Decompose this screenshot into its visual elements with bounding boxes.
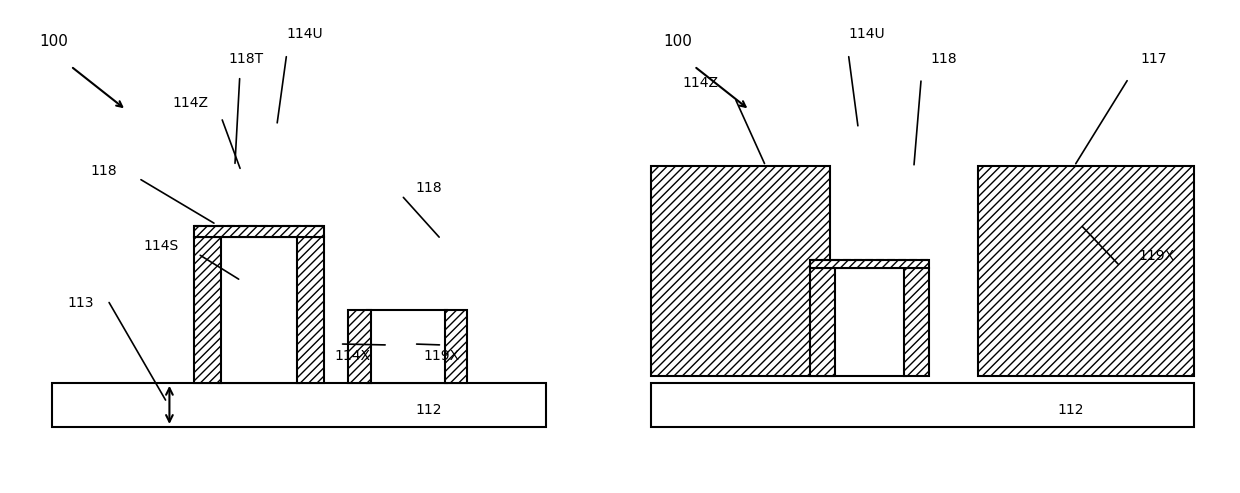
Text: 118: 118 <box>415 181 441 195</box>
Text: 112: 112 <box>415 403 441 417</box>
Bar <box>445 310 467 383</box>
Bar <box>195 237 221 383</box>
Bar <box>195 226 324 237</box>
Text: 114Z: 114Z <box>682 76 718 90</box>
Bar <box>978 166 1194 376</box>
Bar <box>296 237 324 383</box>
Bar <box>810 260 929 268</box>
Text: 118T: 118T <box>228 52 264 66</box>
Bar <box>52 383 546 427</box>
Bar <box>651 383 1194 427</box>
Text: 118: 118 <box>91 164 118 178</box>
Bar <box>832 268 906 376</box>
Text: 117: 117 <box>1140 52 1167 66</box>
Text: 114X: 114X <box>334 349 370 363</box>
Text: 100: 100 <box>663 35 692 49</box>
Text: 114U: 114U <box>286 28 324 41</box>
Text: 119X: 119X <box>1138 249 1176 263</box>
Text: 114S: 114S <box>143 240 179 253</box>
Bar <box>810 268 835 376</box>
Text: 112: 112 <box>1058 403 1084 417</box>
Text: 114U: 114U <box>848 28 885 41</box>
Bar <box>367 310 448 383</box>
Bar <box>651 166 830 376</box>
Bar <box>218 237 299 383</box>
Text: 119X: 119X <box>423 349 459 363</box>
Text: 100: 100 <box>40 35 68 49</box>
Text: 118: 118 <box>930 52 957 66</box>
Text: 113: 113 <box>67 296 94 310</box>
Bar <box>904 268 929 376</box>
Text: 114Z: 114Z <box>172 96 208 110</box>
Bar <box>348 310 371 383</box>
